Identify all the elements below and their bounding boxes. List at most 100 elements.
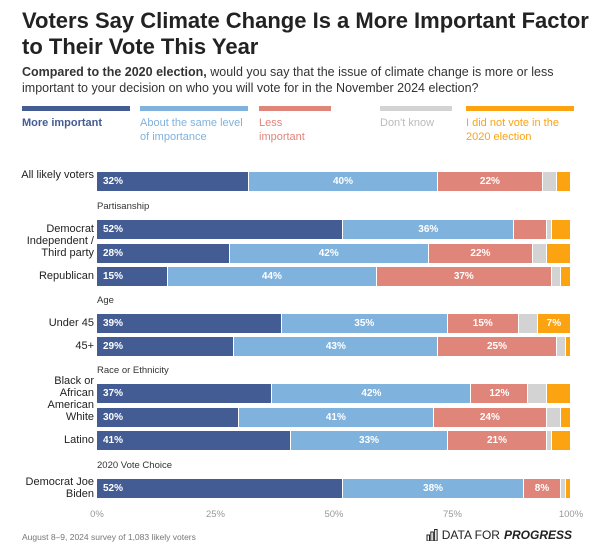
data-label: 25% bbox=[487, 340, 508, 352]
bar-segment bbox=[566, 478, 571, 498]
bar-segment: 24% bbox=[433, 407, 548, 427]
bar-segment bbox=[547, 383, 571, 403]
data-label: 41% bbox=[103, 434, 124, 446]
x-tick-label: 25% bbox=[205, 509, 226, 520]
legend-label: More important bbox=[22, 117, 103, 129]
row-label: 45+ bbox=[75, 340, 94, 352]
data-label: 35% bbox=[354, 317, 375, 329]
row-label: Latino bbox=[64, 434, 94, 446]
data-label: 21% bbox=[486, 434, 507, 446]
data-label: 42% bbox=[318, 247, 339, 259]
row-label: Independent / Third party bbox=[26, 235, 94, 259]
subtitle-bold: Compared to the 2020 election, bbox=[22, 65, 207, 79]
bar-segment: 52% bbox=[97, 478, 344, 498]
bar-segment bbox=[561, 407, 571, 427]
bar-segment bbox=[566, 336, 571, 356]
bar-segment bbox=[556, 171, 571, 191]
bar-segment bbox=[547, 430, 552, 450]
row-label: White bbox=[65, 411, 94, 423]
x-tick-label: 75% bbox=[442, 509, 463, 520]
stacked-bar: 52% 38% 8% bbox=[97, 478, 571, 498]
subtitle-rest: would you say that the issue of climate … bbox=[22, 65, 554, 95]
bar-segment bbox=[561, 478, 567, 498]
legend-swatch bbox=[259, 106, 331, 111]
row-label: Under 45 bbox=[48, 317, 94, 329]
row-label: Democrat Joe Biden bbox=[25, 476, 94, 500]
data-label: 15% bbox=[103, 270, 124, 282]
bar-segment: 37% bbox=[376, 266, 553, 286]
bar-segment bbox=[561, 266, 571, 286]
row-label: Republican bbox=[38, 270, 94, 282]
legend-swatch bbox=[22, 106, 130, 111]
data-label: 52% bbox=[103, 223, 124, 235]
data-label: 12% bbox=[489, 387, 510, 399]
data-label: 7% bbox=[546, 317, 562, 329]
bar-segment bbox=[552, 266, 562, 286]
bar-segment bbox=[547, 219, 552, 239]
legend-item: Less important bbox=[259, 106, 331, 144]
stacked-bar: 52% 36% bbox=[97, 219, 571, 239]
bar-segment: 28% bbox=[97, 243, 230, 263]
bar-segment: 35% bbox=[281, 313, 448, 333]
data-label: 38% bbox=[423, 482, 444, 494]
bar-segment: 44% bbox=[168, 266, 377, 286]
bar-segment bbox=[547, 243, 571, 263]
data-label: 24% bbox=[479, 411, 500, 423]
chart-subtitle: Compared to the 2020 election, would you… bbox=[22, 64, 582, 96]
row-label: Black or African American bbox=[47, 375, 94, 411]
bar-segment: 25% bbox=[438, 336, 557, 356]
legend-item: About the same level of importance bbox=[140, 106, 248, 144]
data-label: 36% bbox=[418, 223, 439, 235]
stacked-bar: 15% 44% 37% bbox=[97, 266, 571, 286]
bar-segment: 42% bbox=[229, 243, 429, 263]
bar-segment: 15% bbox=[447, 313, 519, 333]
bar-segment: 39% bbox=[97, 313, 282, 333]
group-label: Partisanship bbox=[97, 201, 150, 212]
chart-title: Voters Say Climate Change Is a More Impo… bbox=[22, 8, 589, 59]
data-label: 33% bbox=[359, 434, 380, 446]
data-label: 39% bbox=[103, 317, 124, 329]
data-label: 30% bbox=[103, 411, 124, 423]
data-label: 41% bbox=[325, 411, 346, 423]
bar-segment: 21% bbox=[447, 430, 548, 450]
legend-swatch bbox=[380, 106, 452, 111]
logo-text: DATA FOR bbox=[441, 528, 500, 542]
data-label: 37% bbox=[453, 270, 474, 282]
data-label: 22% bbox=[479, 175, 500, 187]
group-label: Race or Ethnicity bbox=[97, 365, 169, 376]
legend-swatch bbox=[140, 106, 248, 111]
bar-segment: 33% bbox=[291, 430, 448, 450]
bar-segment: 29% bbox=[97, 336, 235, 356]
stacked-bar: 29% 43% 25% bbox=[97, 336, 571, 356]
bar-segment bbox=[528, 383, 548, 403]
bar-segment: 22% bbox=[428, 243, 534, 263]
bar-segment: 42% bbox=[272, 383, 472, 403]
data-label: 29% bbox=[103, 340, 124, 352]
bar-segment: 32% bbox=[97, 171, 249, 191]
bar-segment: 37% bbox=[97, 383, 273, 403]
bar-segment bbox=[552, 430, 571, 450]
bar-segment: 36% bbox=[343, 219, 515, 239]
bar-segment bbox=[552, 219, 571, 239]
x-tick-label: 50% bbox=[324, 509, 344, 520]
data-label: 28% bbox=[103, 247, 124, 259]
bar-segment bbox=[514, 219, 548, 239]
data-label: 40% bbox=[332, 175, 353, 187]
legend-label: Don't know bbox=[380, 117, 435, 129]
bar-segment bbox=[542, 171, 557, 191]
stacked-bar: 28% 42% 22% bbox=[97, 243, 571, 263]
bar-segment bbox=[556, 336, 567, 356]
bar-segment: 38% bbox=[343, 478, 524, 498]
legend-label: I did not vote in the 2020 election bbox=[466, 117, 559, 143]
data-label: 37% bbox=[103, 387, 124, 399]
group-label: 2020 Vote Choice bbox=[97, 460, 173, 471]
legend-label: About the same level of importance bbox=[140, 117, 243, 143]
data-label: 22% bbox=[470, 247, 491, 259]
x-tick-label: 0% bbox=[90, 509, 104, 520]
legend-item: More important bbox=[22, 106, 130, 130]
stacked-bar: 32% 40% 22% bbox=[97, 171, 571, 191]
row-label: Democrat bbox=[46, 223, 94, 235]
bar-segment bbox=[533, 243, 548, 263]
stacked-bar: 30% 41% 24% bbox=[97, 407, 571, 427]
